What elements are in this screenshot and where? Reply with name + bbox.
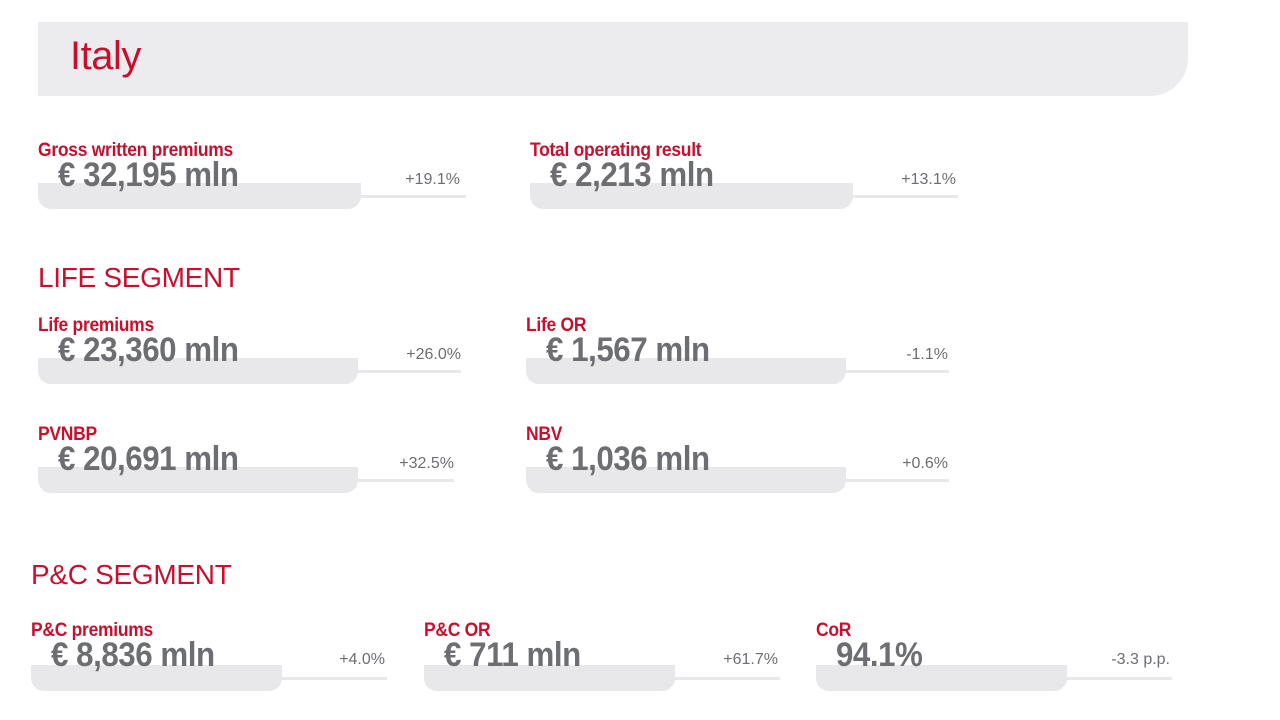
metric-total-operating-result: Total operating result € 2,213 mln +13.1… (530, 140, 960, 220)
value-underline (358, 370, 461, 373)
value-bar (38, 183, 361, 209)
metric-label: CoR (816, 620, 852, 641)
metric-change: +19.1% (405, 171, 460, 188)
metric-value: € 8,836 mln (51, 636, 215, 674)
pc-segment-title: P&C SEGMENT (31, 559, 232, 590)
metric-change: +4.0% (339, 651, 385, 668)
value-bar (530, 183, 853, 209)
metric-label: NBV (526, 424, 563, 445)
metric-change: -1.1% (906, 346, 948, 363)
metric-label: Gross written premiums (38, 140, 234, 161)
metric-label: P&C OR (424, 620, 491, 641)
metric-label: Total operating result (530, 140, 702, 161)
value-bar (38, 467, 358, 493)
metric-life-or: Life OR € 1,567 mln -1.1% (526, 315, 951, 395)
metric-value: € 20,691 mln (58, 440, 239, 478)
value-bar (38, 358, 358, 384)
metric-label: P&C premiums (31, 620, 154, 641)
metric-change: +0.6% (902, 455, 948, 472)
page-title: Italy (70, 34, 141, 78)
metric-value: € 1,036 mln (546, 440, 710, 478)
metric-change: -3.3 p.p. (1111, 651, 1170, 668)
metric-value: 94.1% (836, 636, 923, 674)
metric-value: € 2,213 mln (550, 156, 714, 194)
metric-label: Life OR (526, 315, 587, 336)
value-underline (846, 370, 949, 373)
value-underline (1067, 677, 1172, 680)
metric-change: +32.5% (399, 455, 454, 472)
metric-gross-written-premiums: Gross written premiums € 32,195 mln +19.… (38, 140, 468, 220)
metric-nbv: NBV € 1,036 mln +0.6% (526, 424, 951, 504)
country-banner: Italy (38, 22, 1188, 96)
value-underline (853, 195, 958, 198)
metric-value: € 23,360 mln (58, 331, 239, 369)
value-underline (846, 479, 949, 482)
metric-change: +61.7% (723, 651, 778, 668)
value-bar (816, 665, 1067, 691)
value-bar (526, 358, 846, 384)
metric-value: € 1,567 mln (546, 331, 710, 369)
metric-pc-or: P&C OR € 711 mln +61.7% (424, 620, 784, 700)
metric-label: PVNBP (38, 424, 97, 445)
metric-life-premiums: Life premiums € 23,360 mln +26.0% (38, 315, 463, 395)
metric-change: +13.1% (901, 171, 956, 188)
metric-cor: CoR 94.1% -3.3 p.p. (816, 620, 1176, 700)
life-segment-title: LIFE SEGMENT (38, 262, 240, 293)
value-underline (361, 195, 466, 198)
value-underline (675, 677, 780, 680)
metric-value: € 711 mln (444, 636, 581, 674)
metric-value: € 32,195 mln (58, 156, 239, 194)
value-bar (31, 665, 282, 691)
metric-label: Life premiums (38, 315, 154, 336)
value-underline (282, 677, 387, 680)
metric-change: +26.0% (406, 346, 461, 363)
value-bar (526, 467, 846, 493)
metric-pc-premiums: P&C premiums € 8,836 mln +4.0% (31, 620, 391, 700)
value-underline (358, 479, 454, 482)
value-bar (424, 665, 675, 691)
metric-pvnbp: PVNBP € 20,691 mln +32.5% (38, 424, 463, 504)
